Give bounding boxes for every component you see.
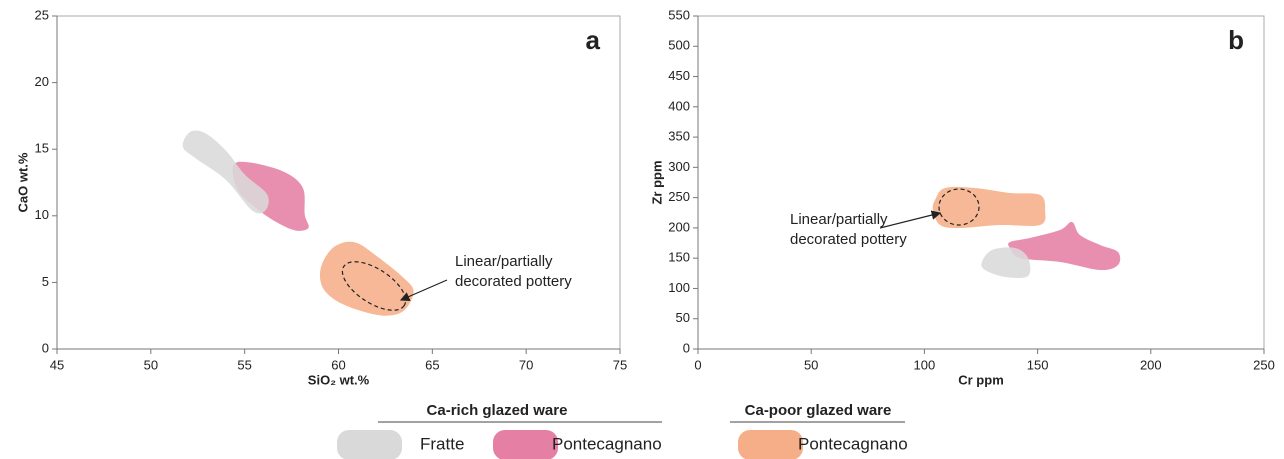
y-axis-label: Zr ppm [649,160,664,204]
annotation: Linear/partially [455,253,553,270]
x-tick-label: 0 [694,357,701,372]
y-tick-label: 550 [668,7,690,22]
y-tick-label: 0 [42,340,49,355]
y-axis-label: CaO wt.% [15,152,30,212]
region [932,186,1046,228]
x-tick-label: 65 [425,357,439,372]
y-tick-label: 200 [668,219,690,234]
arrow [879,210,942,229]
y-tick-label: 450 [668,68,690,83]
x-tick-label: 55 [237,357,251,372]
x-tick-label: 50 [144,357,158,372]
y-tick-label: 350 [668,129,690,144]
legend-title: Ca-poor glazed ware [745,402,892,419]
x-tick-label: 75 [613,357,627,372]
y-tick-label: 10 [35,207,49,222]
region [319,241,414,316]
y-tick-label: 20 [35,74,49,89]
y-tick-label: 400 [668,98,690,113]
legend-label: Fratte [420,434,464,453]
dashed-circle [938,188,980,226]
legend-label: Pontecagnano [552,434,662,453]
x-tick-label: 250 [1253,357,1275,372]
x-tick-label: 50 [804,357,818,372]
plot-frame [697,15,1265,350]
x-tick-label: 150 [1027,357,1049,372]
region [981,247,1031,279]
x-tick-label: 100 [914,357,936,372]
y-tick-label: 0 [683,340,690,355]
annotation: decorated pottery [790,231,907,248]
annotation: Linear/partially [790,211,888,228]
panel-label: a [586,25,601,55]
y-tick-label: 25 [35,7,49,22]
legend-swatch [337,430,402,459]
y-tick-label: 100 [668,280,690,295]
legend-swatch [493,430,558,459]
legend-label: Pontecagnano [798,434,908,453]
dashed-ellipse [341,261,407,311]
region [182,130,269,214]
region [1008,221,1121,271]
y-tick-label: 500 [668,38,690,53]
y-tick-label: 150 [668,250,690,265]
y-tick-label: 50 [676,310,690,325]
y-tick-label: 250 [668,189,690,204]
x-tick-label: 200 [1140,357,1162,372]
annotation: decorated pottery [455,273,572,290]
x-tick-label: 70 [519,357,533,372]
x-tick-label: 45 [50,357,64,372]
legend-title: Ca-rich glazed ware [427,402,568,419]
region [232,161,309,231]
y-tick-label: 15 [35,141,49,156]
arrow [399,279,448,302]
y-tick-label: 300 [668,159,690,174]
x-axis-label: SiO₂ wt.% [308,372,370,387]
panel-label: b [1228,25,1244,55]
x-tick-label: 60 [331,357,345,372]
y-tick-label: 5 [42,274,49,289]
x-axis-label: Cr ppm [958,372,1004,387]
legend-swatch [738,430,803,459]
